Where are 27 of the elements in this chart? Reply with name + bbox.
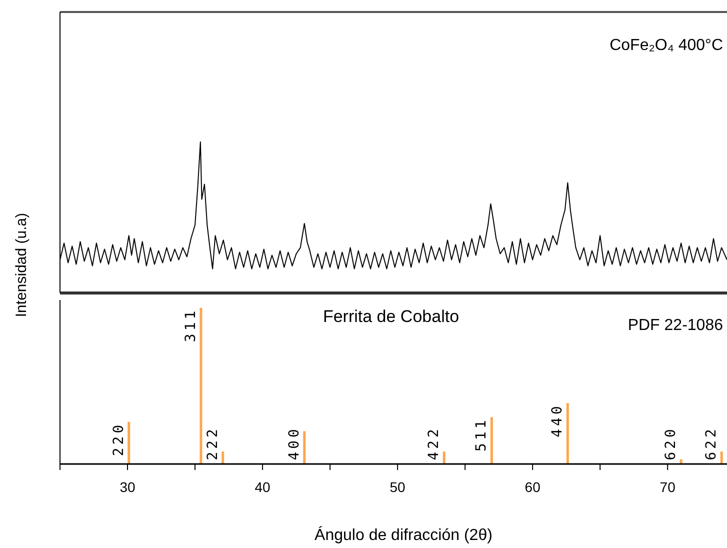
annotation: 422 — [426, 426, 442, 460]
annotation: 400 — [286, 426, 302, 460]
annotation: PDF 22-1086 — [628, 317, 724, 334]
bar — [222, 452, 224, 464]
x-tick-label: 50 — [390, 479, 406, 495]
annotation: 220 — [110, 422, 127, 456]
annotation: 620 — [663, 426, 680, 460]
annotation: 511 — [474, 417, 490, 452]
annotation: 222 — [204, 426, 221, 460]
chart-title: Ferrita de Cobalto — [322, 307, 460, 326]
bar — [442, 452, 446, 464]
annotation: 622 — [704, 426, 720, 460]
bar — [720, 452, 723, 464]
bar — [200, 308, 202, 464]
chart-title: CoFe₂O₄ 400°C — [610, 37, 723, 54]
x-axis-title: Ángulo de difracción (2θ) — [314, 526, 492, 544]
annotation: 440 — [550, 403, 566, 438]
x-tick-label: 60 — [524, 479, 541, 495]
bar — [128, 422, 130, 464]
y-axis-title: Intensidad (u.a) — [13, 212, 30, 318]
bar — [566, 403, 569, 464]
annotation: 311 — [182, 308, 199, 342]
x-tick-label: 30 — [120, 479, 136, 495]
x-tick-label: 40 — [254, 479, 271, 495]
bar — [490, 417, 493, 464]
bar — [303, 431, 306, 464]
x-tick-label: 70 — [660, 479, 676, 495]
